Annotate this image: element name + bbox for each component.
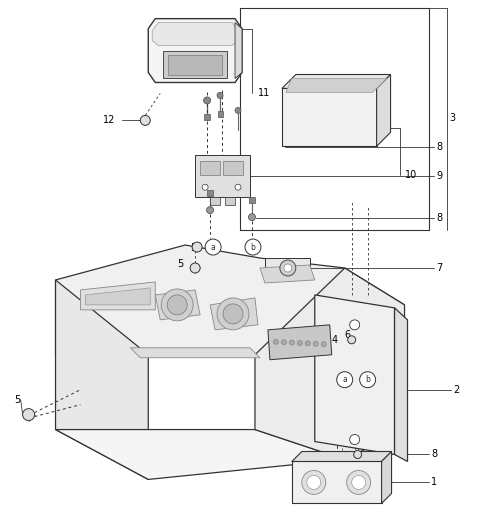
Polygon shape	[282, 89, 377, 146]
Circle shape	[161, 289, 193, 321]
Text: 5: 5	[177, 259, 183, 269]
Text: 5: 5	[14, 394, 21, 404]
Circle shape	[249, 214, 255, 221]
Polygon shape	[56, 430, 345, 479]
Text: 11: 11	[258, 89, 270, 98]
Polygon shape	[260, 265, 315, 283]
Text: 6: 6	[345, 330, 351, 340]
Circle shape	[302, 470, 326, 494]
Text: 8: 8	[436, 143, 443, 152]
Polygon shape	[292, 451, 392, 461]
Circle shape	[190, 263, 200, 273]
Polygon shape	[292, 461, 382, 503]
Circle shape	[289, 340, 294, 345]
Circle shape	[354, 450, 361, 458]
Circle shape	[23, 409, 35, 421]
Text: 12: 12	[103, 116, 115, 125]
Circle shape	[206, 206, 214, 214]
Polygon shape	[207, 190, 213, 196]
Text: 4: 4	[332, 335, 338, 345]
Text: 8: 8	[436, 213, 443, 223]
Circle shape	[167, 295, 187, 315]
Circle shape	[307, 475, 321, 489]
Circle shape	[347, 470, 371, 494]
Circle shape	[313, 341, 318, 346]
Circle shape	[281, 340, 287, 345]
Polygon shape	[286, 79, 386, 92]
Polygon shape	[382, 451, 392, 503]
Text: 10: 10	[405, 170, 417, 180]
Polygon shape	[223, 161, 243, 175]
Polygon shape	[210, 197, 220, 205]
Polygon shape	[195, 155, 250, 197]
Circle shape	[205, 239, 221, 255]
Polygon shape	[249, 197, 255, 203]
Polygon shape	[204, 115, 210, 120]
Polygon shape	[168, 54, 222, 76]
Polygon shape	[268, 325, 332, 360]
Polygon shape	[217, 111, 223, 117]
Text: 9: 9	[436, 171, 443, 181]
Polygon shape	[130, 348, 260, 358]
Polygon shape	[255, 268, 405, 459]
Circle shape	[348, 336, 356, 344]
Circle shape	[352, 475, 366, 489]
Text: 1: 1	[432, 477, 438, 487]
Circle shape	[350, 320, 360, 330]
Circle shape	[350, 435, 360, 445]
Polygon shape	[395, 308, 408, 461]
Polygon shape	[210, 298, 258, 330]
Text: b: b	[251, 242, 255, 251]
Text: 7: 7	[436, 263, 443, 273]
Circle shape	[235, 184, 241, 190]
Polygon shape	[200, 161, 220, 175]
Polygon shape	[56, 280, 148, 479]
Polygon shape	[265, 258, 310, 278]
Circle shape	[321, 342, 326, 347]
Circle shape	[284, 264, 292, 272]
Polygon shape	[148, 18, 242, 82]
Polygon shape	[163, 51, 227, 79]
Polygon shape	[225, 197, 235, 205]
Circle shape	[217, 298, 249, 330]
Polygon shape	[377, 74, 391, 146]
Polygon shape	[85, 288, 150, 305]
Text: a: a	[211, 242, 216, 251]
Circle shape	[297, 341, 302, 345]
Circle shape	[235, 107, 241, 114]
Polygon shape	[56, 245, 405, 355]
Polygon shape	[282, 74, 391, 89]
Polygon shape	[235, 23, 242, 79]
Circle shape	[217, 92, 223, 98]
Polygon shape	[155, 290, 200, 320]
Circle shape	[140, 116, 150, 125]
Circle shape	[336, 372, 353, 388]
Polygon shape	[315, 295, 395, 455]
Circle shape	[245, 239, 261, 255]
Circle shape	[204, 97, 211, 104]
Circle shape	[202, 184, 208, 190]
Polygon shape	[152, 23, 238, 45]
Text: 2: 2	[454, 385, 460, 394]
Circle shape	[223, 304, 243, 324]
Circle shape	[305, 341, 310, 346]
Circle shape	[280, 260, 296, 276]
Text: 3: 3	[449, 114, 456, 124]
Circle shape	[274, 340, 278, 344]
Circle shape	[360, 372, 376, 388]
Text: 5: 5	[190, 243, 196, 253]
Text: b: b	[365, 375, 370, 384]
Circle shape	[192, 242, 202, 252]
Text: 8: 8	[432, 449, 438, 459]
Polygon shape	[81, 282, 155, 310]
Text: a: a	[342, 375, 347, 384]
